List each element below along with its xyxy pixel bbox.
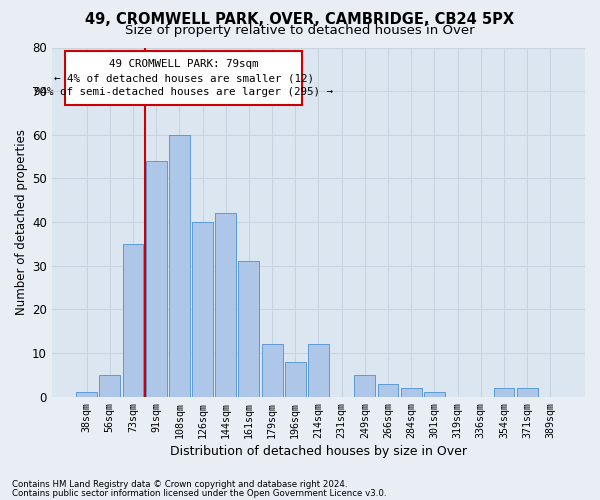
Bar xyxy=(494,388,514,396)
FancyBboxPatch shape xyxy=(65,51,302,105)
Bar xyxy=(215,214,236,396)
Bar xyxy=(424,392,445,396)
Bar xyxy=(169,135,190,396)
Y-axis label: Number of detached properties: Number of detached properties xyxy=(15,129,28,315)
Bar xyxy=(377,384,398,396)
Text: 49, CROMWELL PARK, OVER, CAMBRIDGE, CB24 5PX: 49, CROMWELL PARK, OVER, CAMBRIDGE, CB24… xyxy=(85,12,515,28)
Bar xyxy=(308,344,329,397)
Text: Contains HM Land Registry data © Crown copyright and database right 2024.: Contains HM Land Registry data © Crown c… xyxy=(12,480,347,489)
Bar xyxy=(517,388,538,396)
Bar xyxy=(192,222,213,396)
Bar xyxy=(146,161,167,396)
Text: 49 CROMWELL PARK: 79sqm
← 4% of detached houses are smaller (12)
94% of semi-det: 49 CROMWELL PARK: 79sqm ← 4% of detached… xyxy=(34,59,334,97)
Bar xyxy=(76,392,97,396)
Bar xyxy=(262,344,283,397)
Bar xyxy=(238,262,259,396)
X-axis label: Distribution of detached houses by size in Over: Distribution of detached houses by size … xyxy=(170,444,467,458)
Bar xyxy=(355,375,375,396)
Bar xyxy=(100,375,120,396)
Text: Contains public sector information licensed under the Open Government Licence v3: Contains public sector information licen… xyxy=(12,489,386,498)
Bar xyxy=(285,362,305,396)
Bar xyxy=(401,388,422,396)
Text: Size of property relative to detached houses in Over: Size of property relative to detached ho… xyxy=(125,24,475,37)
Bar xyxy=(122,244,143,396)
